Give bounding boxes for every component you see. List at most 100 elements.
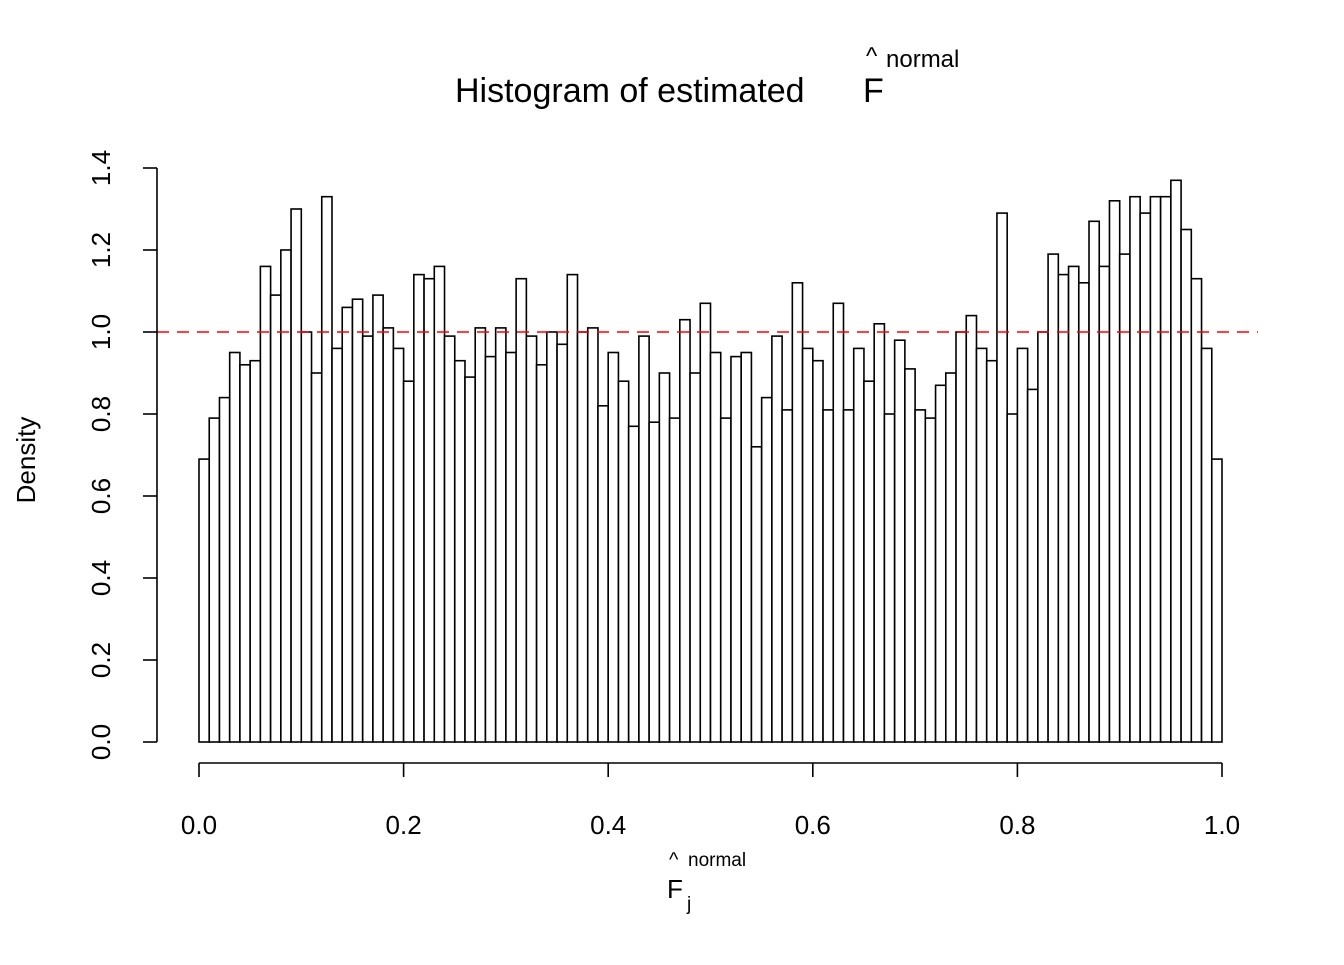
y-tick-label: 1.0 (86, 314, 116, 350)
histogram-bar (1139, 212, 1152, 743)
histogram-bar (791, 281, 804, 743)
chart-title-hat: ^ (866, 43, 878, 70)
histogram-bar (842, 409, 855, 743)
histogram-bar (525, 335, 538, 743)
histogram-bar (1129, 195, 1141, 743)
histogram-bar (873, 322, 886, 743)
histogram-bar (965, 314, 978, 743)
histogram-bar (638, 335, 650, 743)
histogram-bar (1006, 413, 1019, 743)
histogram-bar (228, 351, 241, 743)
histogram-bar (341, 306, 354, 743)
histogram-bar (372, 294, 384, 743)
histogram-bar (975, 347, 988, 743)
histogram-bar (402, 380, 415, 743)
histogram-bar (863, 380, 875, 743)
histogram-bar (433, 265, 446, 743)
histogram-bar (781, 409, 794, 743)
x-axis-label: F ^ j normal (667, 849, 746, 915)
x-axis-label-symbol: F (667, 874, 683, 904)
histogram-bar (1159, 195, 1172, 743)
bars (198, 179, 1223, 743)
histogram-bar (811, 359, 824, 743)
x-tick-label: 0.2 (386, 810, 422, 840)
histogram-bar (382, 327, 395, 743)
histogram-bar (556, 343, 569, 743)
histogram-bar (413, 273, 425, 743)
histogram-bar (597, 404, 609, 743)
histogram-bar (239, 363, 251, 743)
y-tick-label: 0.2 (86, 642, 116, 678)
x-tick-label: 0.6 (795, 810, 831, 840)
histogram-bar (750, 445, 763, 743)
histogram-bar (392, 347, 405, 743)
histogram-bar (771, 335, 783, 743)
histogram-bar (351, 298, 364, 743)
histogram-bar (730, 355, 742, 743)
histogram-bar (658, 372, 671, 743)
histogram-bar (1026, 388, 1039, 743)
histogram-bar (852, 347, 865, 743)
histogram-bar (1016, 347, 1029, 743)
histogram-bar (300, 331, 313, 743)
histogram-bar (832, 302, 845, 743)
histogram-bar (566, 273, 579, 743)
histogram-bar (1098, 265, 1111, 743)
histogram-bar (985, 359, 998, 743)
histogram-bar (1190, 277, 1203, 743)
y-tick-label: 1.2 (86, 232, 116, 268)
histogram-bar (944, 372, 957, 743)
y-tick-label: 1.4 (86, 150, 116, 186)
histogram-bar (1047, 253, 1060, 743)
x-tick-label: 1.0 (1204, 810, 1240, 840)
histogram-bar (801, 347, 814, 743)
histogram-bar (290, 208, 303, 743)
histogram-bar (607, 351, 620, 743)
histogram-bar (1067, 265, 1080, 743)
x-tick-label: 0.0 (181, 810, 217, 840)
y-tick-label: 0.8 (86, 396, 116, 432)
y-tick-label: 0.6 (86, 478, 116, 514)
histogram-bar (893, 339, 906, 743)
histogram-bar (996, 212, 1008, 743)
histogram-bar (535, 363, 548, 743)
histogram-bar (627, 425, 640, 743)
chart-title-symbol: F (863, 72, 884, 110)
x-tick-label: 0.8 (999, 810, 1035, 840)
chart-title-prefix: Histogram of estimated (455, 72, 805, 110)
histogram-bar (505, 351, 517, 743)
y-tick-label: 0.0 (86, 724, 116, 760)
histogram-bar (1170, 179, 1182, 743)
histogram-bar (1210, 458, 1223, 743)
histogram-bar (1057, 273, 1070, 743)
histogram-bar (883, 413, 896, 743)
histogram-bar (740, 351, 753, 743)
histogram-bar (1200, 347, 1213, 743)
y-axis-label: Density (11, 417, 41, 504)
histogram-bar (546, 331, 558, 743)
histogram-bar (1108, 200, 1121, 743)
histogram-bar (361, 335, 374, 743)
histogram-bar (515, 277, 528, 743)
chart-title: Histogram of estimated F ^ normal (455, 43, 959, 110)
histogram-bar (955, 331, 968, 743)
histogram-bar (679, 318, 691, 743)
histogram-bar (1180, 228, 1193, 743)
histogram-bar (760, 396, 773, 743)
histogram-bar (494, 327, 507, 743)
histogram-bar (822, 409, 835, 743)
chart-title-superscript: normal (886, 46, 959, 73)
histogram-bar (331, 347, 344, 743)
histogram-bar (689, 372, 702, 743)
histogram-bar (269, 294, 282, 743)
histogram-bar (259, 265, 272, 743)
histogram-bar (719, 417, 732, 743)
histogram-bar (464, 376, 477, 743)
histogram-bar (484, 355, 497, 743)
histogram-bar (1037, 331, 1049, 743)
histogram-bar (576, 331, 589, 743)
y-tick-label: 0.4 (86, 560, 116, 596)
histogram-bar (208, 417, 221, 743)
histogram-bar (198, 458, 211, 743)
histogram-bar (1118, 253, 1131, 743)
